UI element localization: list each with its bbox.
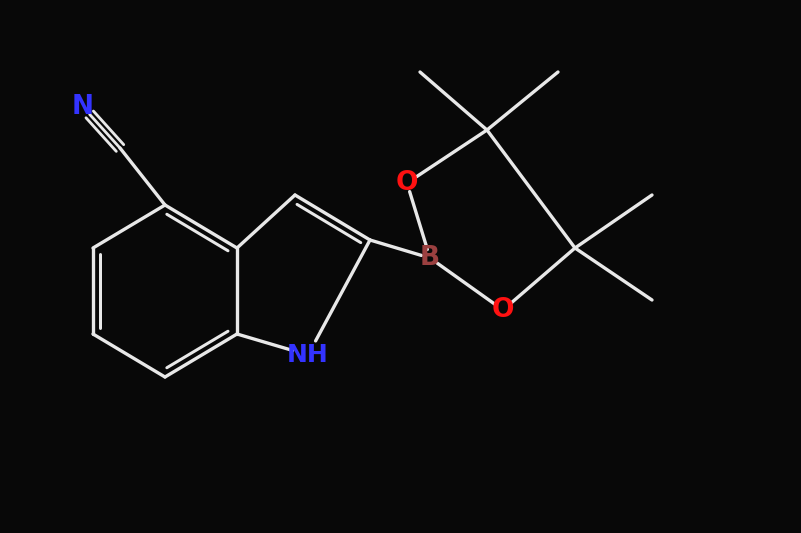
Text: O: O	[396, 170, 418, 196]
Text: O: O	[492, 297, 514, 323]
Text: B: B	[420, 245, 440, 271]
Text: N: N	[72, 94, 94, 120]
Text: NH: NH	[287, 343, 329, 367]
